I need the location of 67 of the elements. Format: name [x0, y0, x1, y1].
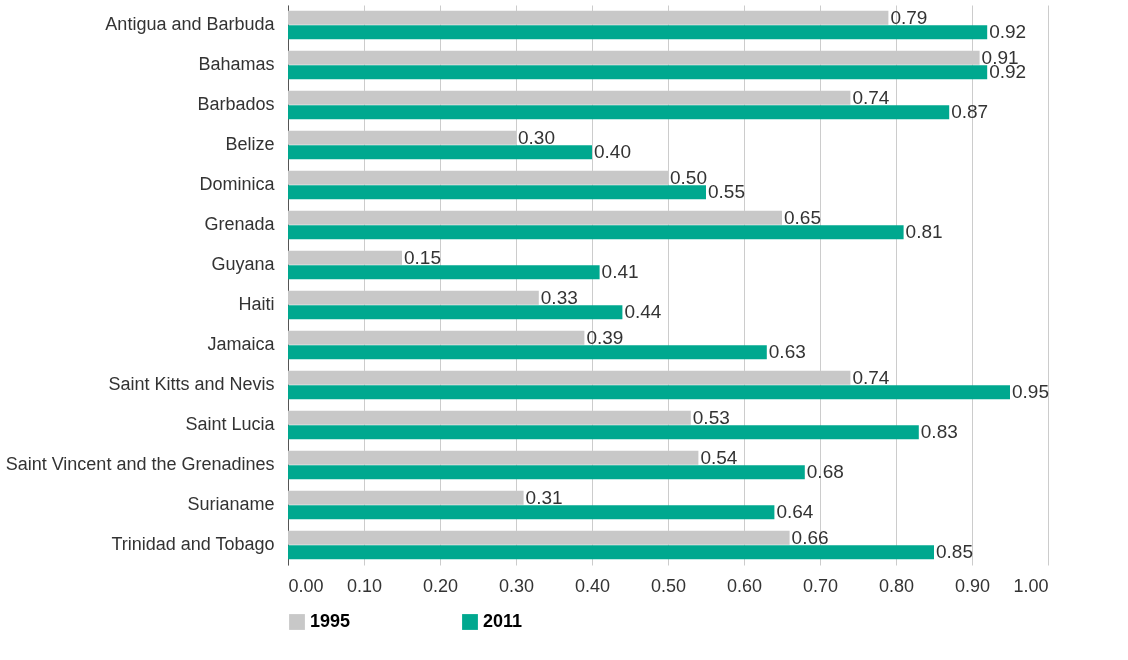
data-label: 0.65 — [784, 206, 821, 228]
x-tick-label: 0.70 — [802, 575, 839, 596]
bar — [288, 305, 623, 320]
x-tick-label: 0.10 — [346, 575, 383, 596]
y-tick-label: Barbados — [197, 94, 275, 114]
data-label: 0.64 — [776, 501, 814, 523]
data-label: 0.39 — [586, 326, 624, 348]
data-label: 0.31 — [525, 486, 563, 508]
y-tick-label: Saint Kitts and Nevis — [108, 374, 275, 394]
x-tick-label: 0.00 — [288, 575, 324, 596]
y-tick-label: Bahamas — [198, 54, 275, 74]
x-tick-label: 0.50 — [650, 575, 687, 596]
data-label: 0.63 — [768, 341, 806, 363]
data-label: 0.83 — [920, 421, 958, 443]
data-label: 0.40 — [594, 141, 631, 163]
bar — [288, 505, 775, 520]
data-label: 0.15 — [404, 246, 441, 268]
y-tick-label: Grenada — [204, 214, 276, 234]
bar — [288, 385, 1010, 400]
bar — [288, 105, 950, 120]
bar — [288, 425, 919, 440]
data-label: 0.92 — [989, 21, 1027, 43]
data-label: 0.79 — [890, 6, 928, 28]
bar — [288, 345, 767, 360]
bar — [288, 185, 706, 200]
y-tick-label: Antigua and Barbuda — [105, 14, 276, 34]
data-label: 0.74 — [852, 366, 890, 388]
y-tick-label: Surianame — [187, 494, 275, 514]
y-tick-label: Dominica — [199, 174, 276, 194]
x-tick-label: 0.80 — [878, 575, 915, 596]
legend-label: 2011 — [483, 611, 523, 631]
bar — [288, 25, 988, 40]
y-tick-label: Belize — [225, 134, 275, 154]
data-label: 0.54 — [700, 446, 738, 468]
bar — [288, 465, 805, 480]
x-tick-label: 0.60 — [726, 575, 763, 596]
y-tick-label: Saint Lucia — [185, 414, 276, 434]
data-label: 0.41 — [601, 261, 639, 283]
data-label: 0.44 — [624, 301, 662, 323]
x-tick-label: 0.90 — [954, 575, 991, 596]
y-tick-label: Saint Vincent and the Grenadines — [5, 454, 275, 474]
data-label: 0.81 — [905, 221, 943, 243]
bar — [288, 65, 988, 80]
data-label: 0.74 — [852, 86, 890, 108]
data-label: 0.85 — [936, 541, 973, 563]
data-label: 0.50 — [670, 166, 707, 188]
data-label: 0.87 — [951, 101, 989, 123]
y-tick-label: Jamaica — [207, 334, 276, 354]
data-label: 0.95 — [1012, 381, 1049, 403]
y-tick-label: Guyana — [211, 254, 276, 274]
bar — [288, 545, 934, 560]
legend-label: 1995 — [310, 611, 351, 631]
data-label: 0.66 — [791, 526, 829, 548]
bar — [288, 225, 904, 240]
data-label: 0.33 — [540, 286, 578, 308]
x-tick-label: 0.20 — [422, 575, 459, 596]
y-tick-label: Haiti — [238, 294, 275, 314]
data-label: 0.53 — [692, 406, 730, 428]
data-label: 0.30 — [518, 126, 555, 148]
y-tick-label: Trinidad and Tobago — [111, 534, 275, 554]
bar — [288, 265, 600, 280]
bar — [288, 145, 592, 160]
x-tick-label: 0.40 — [574, 575, 611, 596]
data-label: 0.55 — [708, 181, 745, 203]
x-tick-label: 1.00 — [1013, 575, 1049, 596]
x-tick-label: 0.30 — [498, 575, 535, 596]
data-label: 0.68 — [806, 461, 844, 483]
